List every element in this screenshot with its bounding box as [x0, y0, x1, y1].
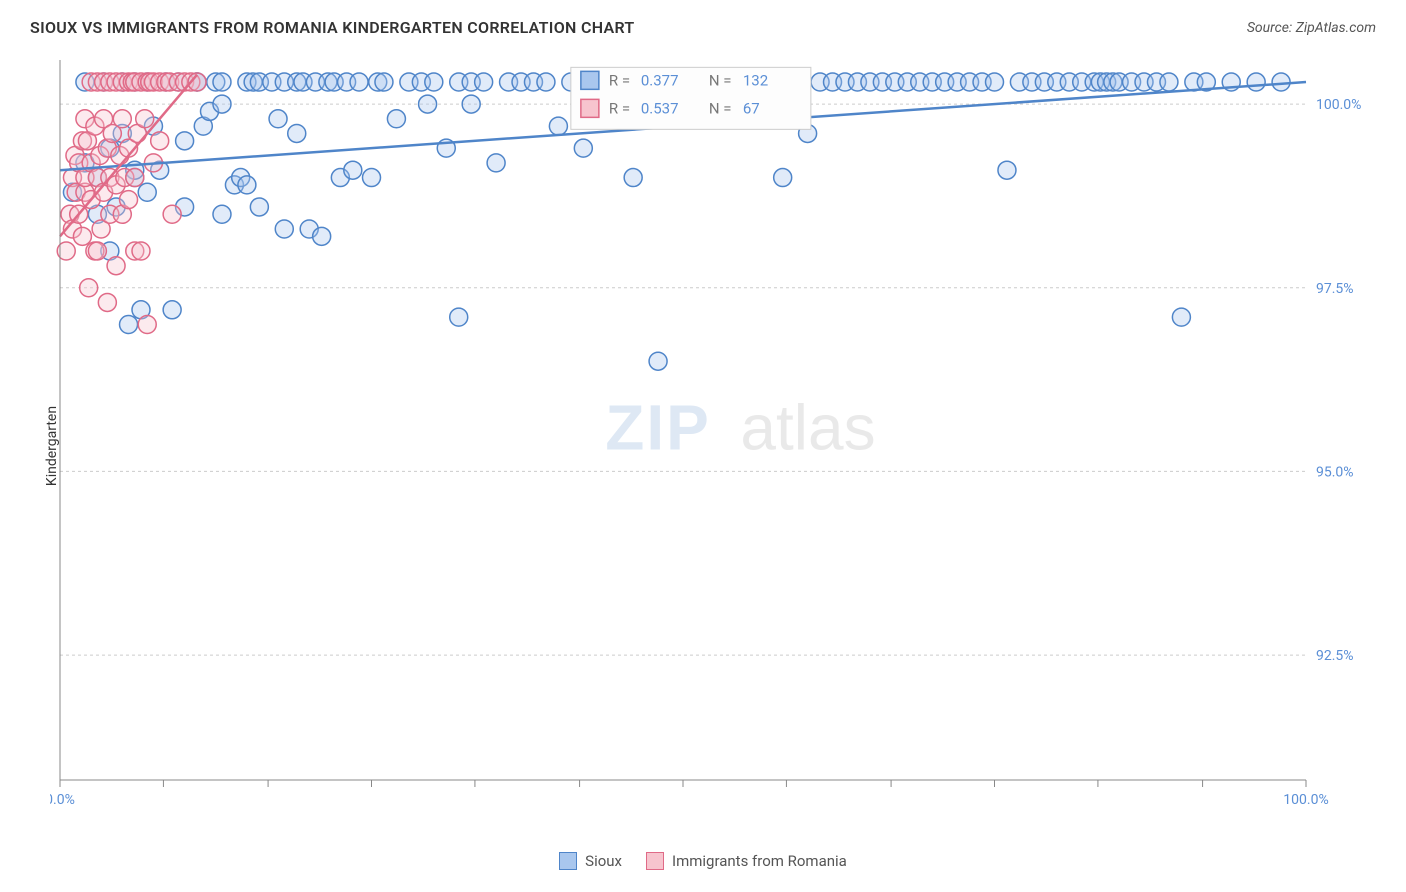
- data-point: [120, 191, 138, 209]
- data-point: [98, 293, 116, 311]
- x-tick-label: 0.0%: [50, 792, 75, 808]
- data-point: [1172, 308, 1190, 326]
- watermark-zip: ZIP: [605, 391, 711, 463]
- source-attribution: Source: ZipAtlas.com: [1247, 20, 1376, 36]
- data-point: [151, 132, 169, 150]
- data-point: [1272, 73, 1290, 91]
- data-point: [132, 242, 150, 260]
- data-point: [213, 73, 231, 91]
- data-point: [213, 205, 231, 223]
- data-point: [288, 124, 306, 142]
- data-point: [88, 242, 106, 260]
- legend-item: Sioux: [559, 852, 622, 870]
- data-point: [213, 95, 231, 113]
- y-tick-label: 92.5%: [1316, 648, 1354, 664]
- info-r-value: 0.537: [641, 99, 679, 117]
- data-point: [998, 161, 1016, 179]
- data-point: [574, 139, 592, 157]
- chart-area: 92.5% 95.0% 97.5% 100.0% ZIP atlas 0.0% 100.0% R…: [50, 50, 1386, 822]
- data-point: [363, 169, 381, 187]
- info-n-value: 132: [743, 71, 768, 89]
- bottom-legend: Sioux Immigrants from Romania: [0, 852, 1406, 870]
- data-point: [138, 315, 156, 333]
- info-n-label: N =: [709, 71, 732, 89]
- data-point: [1247, 73, 1265, 91]
- data-point: [487, 154, 505, 172]
- info-r-label: R =: [609, 99, 630, 117]
- data-point: [126, 169, 144, 187]
- info-r-value: 0.377: [641, 71, 679, 89]
- data-point: [113, 110, 131, 128]
- data-point: [475, 73, 493, 91]
- watermark-atlas: atlas: [740, 391, 875, 463]
- data-point: [163, 205, 181, 223]
- info-n-label: N =: [709, 99, 732, 117]
- y-tick-label: 100.0%: [1316, 97, 1361, 113]
- data-point: [450, 308, 468, 326]
- info-box: [571, 67, 811, 129]
- info-n-value: 67: [743, 99, 760, 117]
- data-point: [419, 95, 437, 113]
- data-point: [73, 227, 91, 245]
- data-point: [163, 301, 181, 319]
- legend-item: Immigrants from Romania: [646, 852, 847, 870]
- legend-swatch: [581, 99, 599, 117]
- data-point: [250, 198, 268, 216]
- info-r-label: R =: [609, 71, 630, 89]
- data-point: [107, 257, 125, 275]
- legend-swatch: [581, 71, 599, 89]
- data-point: [1160, 73, 1178, 91]
- data-point: [80, 279, 98, 297]
- data-point: [649, 352, 667, 370]
- data-point: [986, 73, 1004, 91]
- data-point: [549, 117, 567, 135]
- data-point: [462, 95, 480, 113]
- legend-swatch: [646, 852, 664, 870]
- data-point: [275, 220, 293, 238]
- legend-swatch: [559, 852, 577, 870]
- data-point: [313, 227, 331, 245]
- data-point: [537, 73, 555, 91]
- data-point: [136, 110, 154, 128]
- data-point: [350, 73, 368, 91]
- data-point: [176, 132, 194, 150]
- data-point: [774, 169, 792, 187]
- legend-label: Sioux: [585, 852, 622, 870]
- data-point: [120, 315, 138, 333]
- data-point: [425, 73, 443, 91]
- data-point: [624, 169, 642, 187]
- data-point: [269, 110, 287, 128]
- data-point: [375, 73, 393, 91]
- scatter-chart: 92.5% 95.0% 97.5% 100.0% ZIP atlas 0.0% 100.0% R…: [50, 50, 1386, 810]
- x-tick-label: 100.0%: [1283, 792, 1328, 808]
- data-point: [138, 183, 156, 201]
- data-point: [344, 161, 362, 179]
- y-tick-label: 95.0%: [1316, 464, 1354, 480]
- y-tick-label: 97.5%: [1316, 281, 1354, 297]
- legend-label: Immigrants from Romania: [672, 852, 847, 870]
- chart-title: SIOUX VS IMMIGRANTS FROM ROMANIA KINDERG…: [30, 18, 635, 37]
- data-point: [387, 110, 405, 128]
- data-point: [238, 176, 256, 194]
